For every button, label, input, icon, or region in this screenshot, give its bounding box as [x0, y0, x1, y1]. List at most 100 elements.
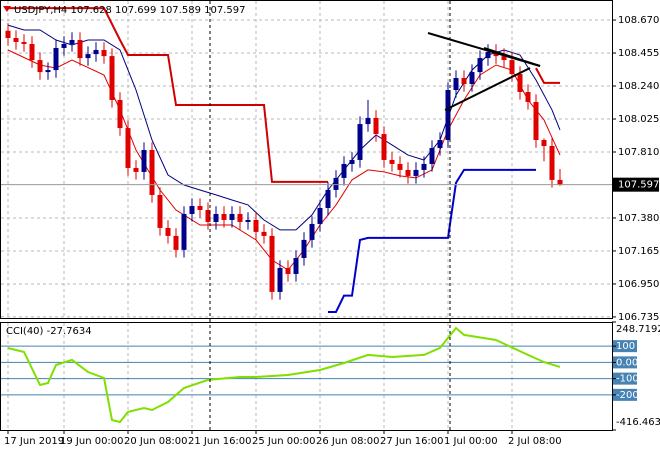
candle-body — [381, 134, 387, 160]
main-panel — [0, 0, 613, 319]
candle-body — [277, 267, 283, 292]
cci-panel — [0, 322, 613, 431]
candle-body — [125, 128, 131, 168]
cci-level-box — [613, 372, 637, 385]
x-tick-label: 1 Jul 00:00 — [444, 436, 498, 447]
low-value: 107.589 — [160, 5, 201, 16]
indicator-line — [328, 168, 536, 313]
candle-body — [165, 227, 171, 236]
sell-indicator — [3, 6, 11, 12]
candle-body — [5, 30, 11, 38]
y-tick-label: 107.165 — [618, 246, 659, 257]
candle-body — [261, 231, 267, 236]
candle-body — [285, 267, 291, 274]
candle-body — [421, 163, 427, 170]
cci-level-box — [613, 388, 637, 401]
indicator-line — [7, 49, 561, 271]
candle-body — [237, 213, 243, 222]
indicator-line — [7, 24, 561, 231]
cci-tick-label: -416.463 — [616, 417, 660, 428]
candle-body — [61, 43, 67, 48]
candle-body — [53, 47, 59, 71]
candle-body — [93, 49, 99, 55]
candle-body — [213, 213, 219, 222]
x-tick-label: 26 Jun 08:00 — [316, 436, 380, 447]
candle-body — [557, 179, 563, 185]
candle-body — [309, 223, 315, 240]
cci-line — [7, 326, 561, 424]
candle-body — [221, 213, 227, 220]
high-value: 107.699 — [115, 5, 156, 16]
candle-body — [301, 239, 307, 259]
candle-body — [405, 169, 411, 176]
cci-tick-label: 248.7192 — [616, 324, 660, 335]
y-tick-label: 108.670 — [618, 15, 659, 26]
candle-body — [397, 163, 403, 170]
candle-body — [373, 117, 379, 135]
cci-tick-label: 100 — [616, 341, 635, 352]
candle-body — [13, 37, 19, 42]
candle-body — [117, 99, 123, 129]
candle-body — [461, 78, 467, 85]
candle-body — [533, 101, 539, 141]
candle-body — [109, 56, 115, 100]
candle-body — [157, 194, 163, 228]
candle-body — [229, 213, 235, 220]
candle-body — [45, 70, 51, 73]
candle-body — [77, 39, 83, 59]
candle-body — [173, 235, 179, 250]
candle-body — [413, 169, 419, 176]
candle-body — [509, 60, 515, 75]
candle-body — [445, 90, 451, 141]
x-tick-label: 27 Jun 16:00 — [380, 436, 444, 447]
candle-body — [437, 140, 443, 148]
cci-name: CCI(40) — [6, 326, 44, 337]
candle-body — [101, 49, 107, 57]
candle-body — [477, 58, 483, 73]
chart-header: USDJPY,H4 107.628 107.699 107.589 107.59… — [14, 5, 245, 16]
candle-body — [525, 91, 531, 102]
candle-body — [517, 74, 523, 92]
candle-body — [541, 140, 547, 147]
candle-body — [501, 56, 507, 61]
candle-body — [341, 163, 347, 178]
symbol: USDJPY,H4 — [14, 5, 67, 16]
trend-line — [483, 47, 541, 67]
candle-body — [365, 117, 371, 125]
open-value: 107.628 — [70, 5, 111, 16]
candle-body — [269, 235, 275, 292]
candle-body — [21, 41, 27, 44]
candle-body — [141, 149, 147, 172]
candle-body — [317, 207, 323, 224]
x-tick-label: 25 Jun 00:00 — [252, 436, 316, 447]
x-tick-label: 20 Jun 08:00 — [124, 436, 188, 447]
x-tick-label: 2 Jul 08:00 — [508, 436, 562, 447]
candle-body — [197, 205, 203, 210]
candle-body — [325, 189, 331, 208]
indicator-line — [8, 7, 560, 183]
current-price-box — [613, 177, 659, 192]
candle-body — [549, 146, 555, 180]
candle-body — [181, 213, 187, 250]
y-tick-label: 108.455 — [618, 48, 659, 59]
candle-body — [85, 54, 91, 59]
y-tick-label: 106.950 — [618, 279, 659, 290]
candle-body — [389, 159, 395, 164]
cci-level-box — [613, 340, 637, 353]
close-value: 107.597 — [204, 5, 245, 16]
x-tick-label: 21 Jun 16:00 — [188, 436, 252, 447]
cci-level-box — [613, 356, 637, 369]
candle-body — [69, 39, 75, 44]
candle-body — [293, 258, 299, 274]
y-tick-label: 108.240 — [618, 81, 659, 92]
trend-lines — [427, 32, 541, 111]
candle-body — [349, 159, 355, 164]
x-tick-label: 19 Jun 00:00 — [60, 436, 124, 447]
cci-tick-label: 0.00 — [616, 357, 638, 368]
y-tick-label: 108.025 — [618, 114, 659, 125]
current-price-label: 107.597 — [618, 180, 659, 191]
candle-body — [37, 60, 43, 73]
